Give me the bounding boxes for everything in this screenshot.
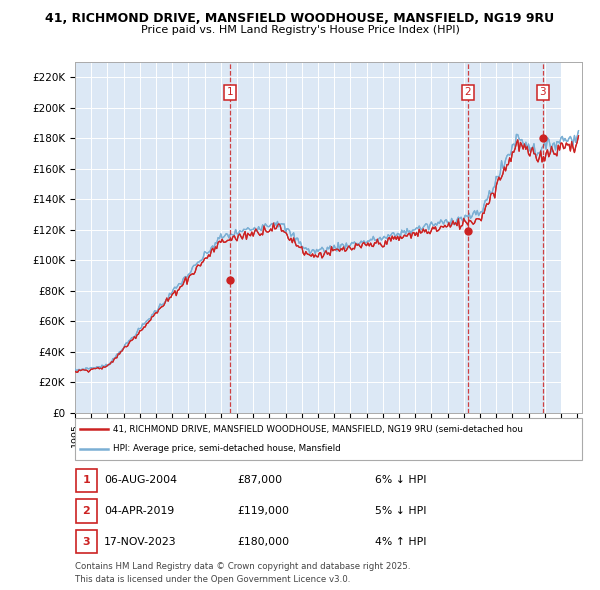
Text: 1: 1 [227, 87, 233, 97]
Text: 2: 2 [464, 87, 471, 97]
Text: £180,000: £180,000 [237, 537, 289, 546]
Bar [561, 62, 590, 413]
Text: 41, RICHMOND DRIVE, MANSFIELD WOODHOUSE, MANSFIELD, NG19 9RU: 41, RICHMOND DRIVE, MANSFIELD WOODHOUSE,… [46, 12, 554, 25]
FancyBboxPatch shape [76, 499, 97, 523]
Text: 3: 3 [83, 537, 90, 546]
FancyBboxPatch shape [76, 530, 97, 553]
Text: Price paid vs. HM Land Registry's House Price Index (HPI): Price paid vs. HM Land Registry's House … [140, 25, 460, 35]
Text: £87,000: £87,000 [237, 476, 282, 485]
Text: 6% ↓ HPI: 6% ↓ HPI [375, 476, 427, 485]
Text: 3: 3 [539, 87, 546, 97]
Text: 4% ↑ HPI: 4% ↑ HPI [375, 537, 427, 546]
Text: 2: 2 [83, 506, 90, 516]
Text: 1: 1 [83, 476, 90, 485]
Text: HPI: Average price, semi-detached house, Mansfield: HPI: Average price, semi-detached house,… [113, 444, 341, 453]
Text: £119,000: £119,000 [237, 506, 289, 516]
Text: 06-AUG-2004: 06-AUG-2004 [104, 476, 177, 485]
Text: 5% ↓ HPI: 5% ↓ HPI [375, 506, 427, 516]
FancyBboxPatch shape [76, 468, 97, 492]
Text: 17-NOV-2023: 17-NOV-2023 [104, 537, 176, 546]
FancyBboxPatch shape [75, 418, 582, 460]
Text: 41, RICHMOND DRIVE, MANSFIELD WOODHOUSE, MANSFIELD, NG19 9RU (semi-detached hou: 41, RICHMOND DRIVE, MANSFIELD WOODHOUSE,… [113, 425, 523, 434]
Text: 04-APR-2019: 04-APR-2019 [104, 506, 174, 516]
Text: This data is licensed under the Open Government Licence v3.0.: This data is licensed under the Open Gov… [75, 575, 350, 584]
Text: Contains HM Land Registry data © Crown copyright and database right 2025.: Contains HM Land Registry data © Crown c… [75, 562, 410, 571]
